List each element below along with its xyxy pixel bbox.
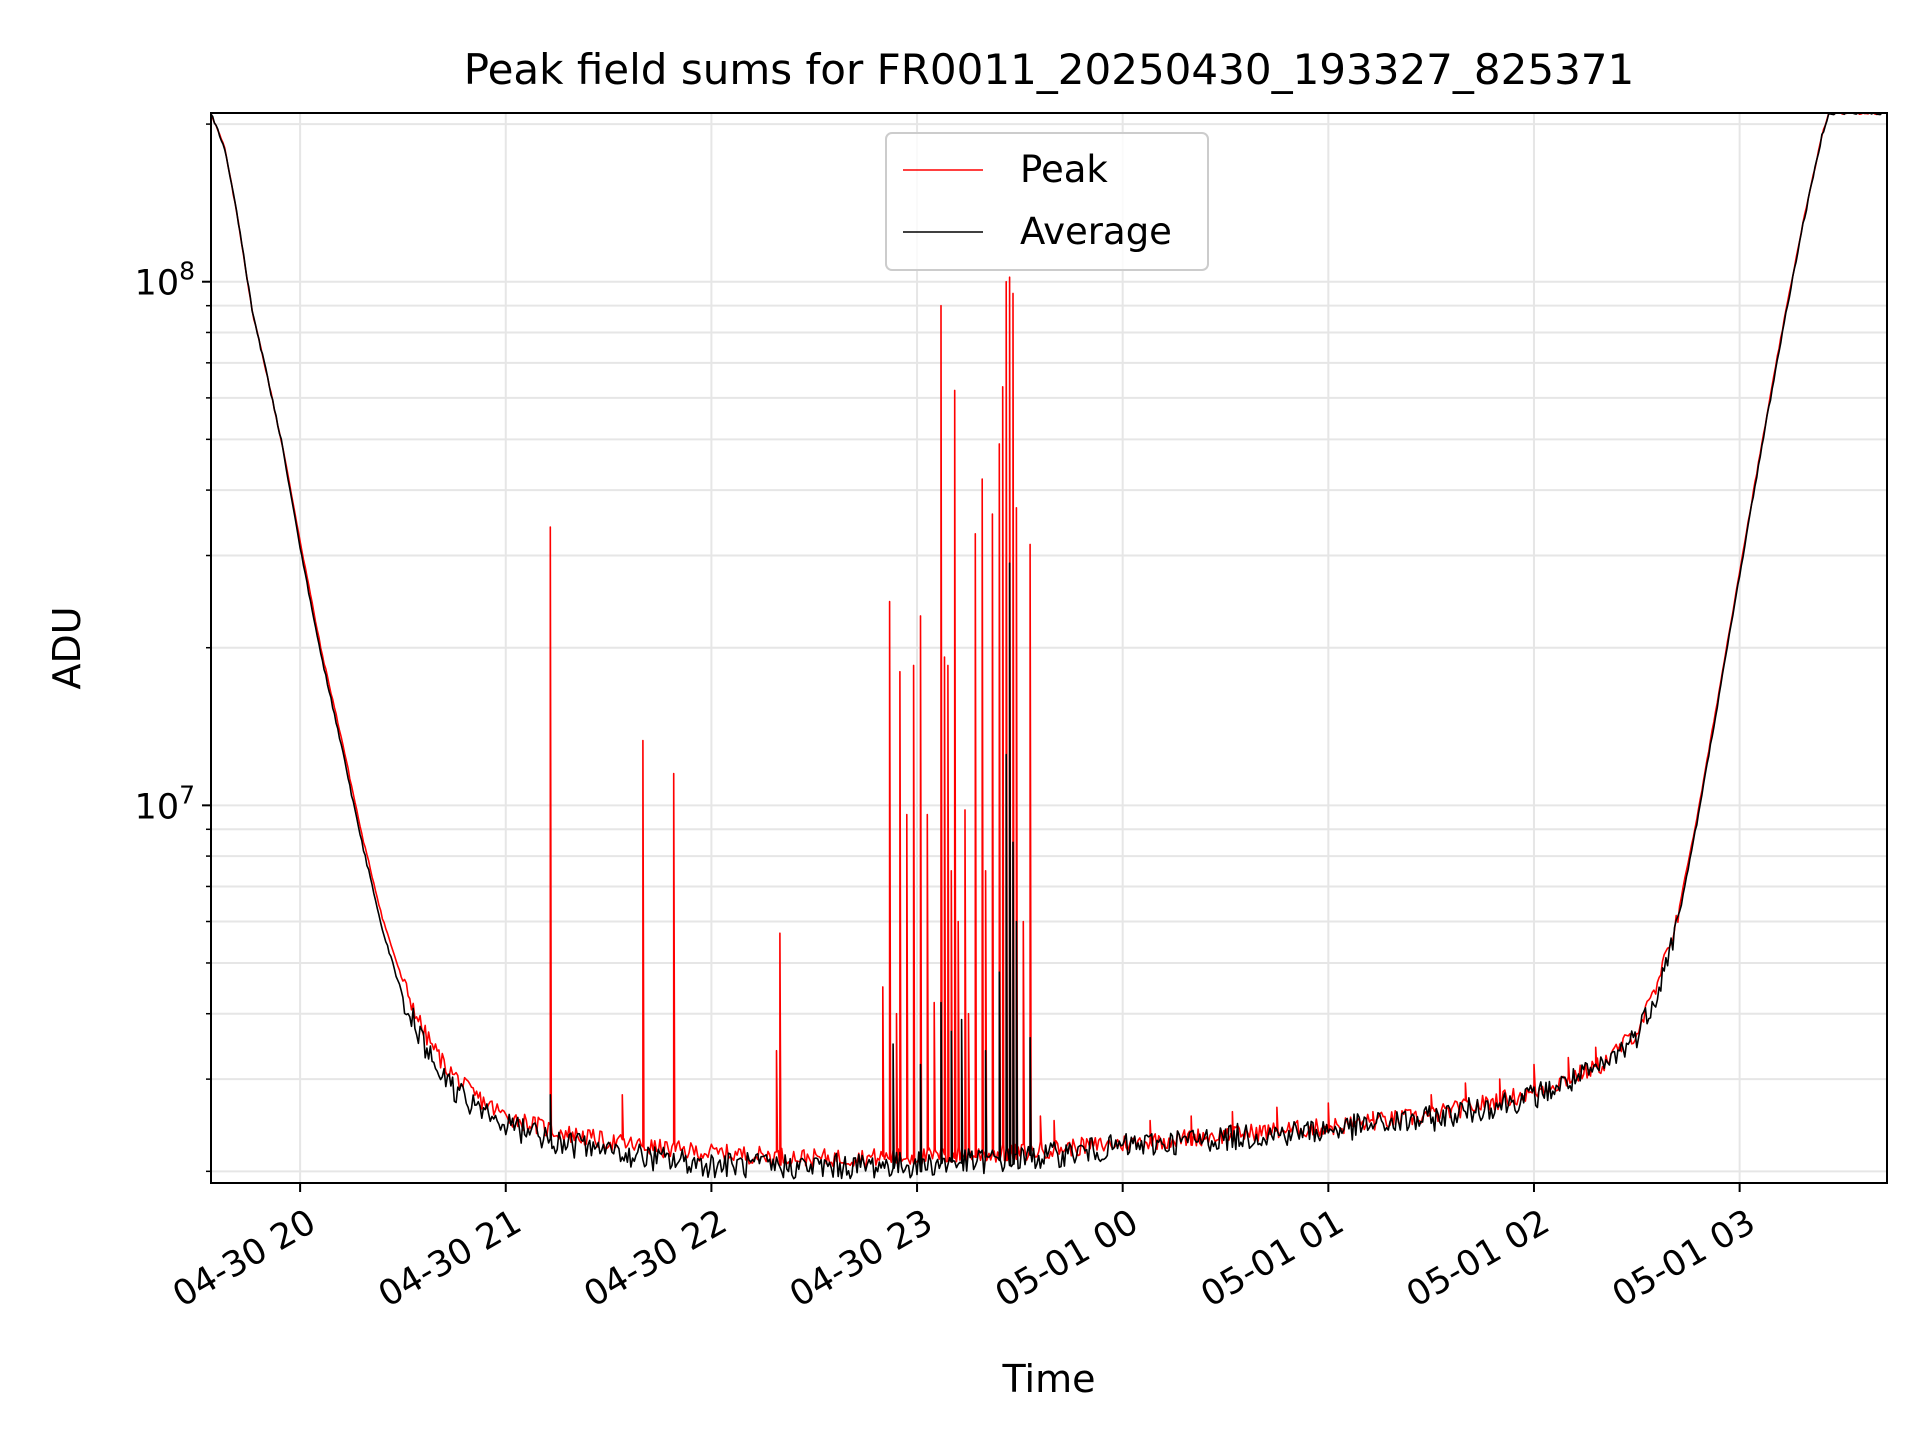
grid (211, 113, 1887, 1183)
x-axis-label: Time (1002, 1357, 1096, 1401)
legend-box (885, 132, 1209, 271)
legend: Peak Average (885, 132, 1209, 271)
y-tick-label: 108 (135, 257, 195, 304)
series-line-average (211, 113, 1887, 1180)
series-group (211, 113, 1887, 1180)
y-axis-label: ADU (45, 606, 89, 689)
legend-label-average: Average (1020, 210, 1172, 253)
legend-label-peak: Peak (1020, 148, 1108, 191)
chart-title: Peak field sums for FR0011_20250430_1933… (464, 45, 1634, 94)
y-tick-label: 107 (135, 780, 195, 827)
